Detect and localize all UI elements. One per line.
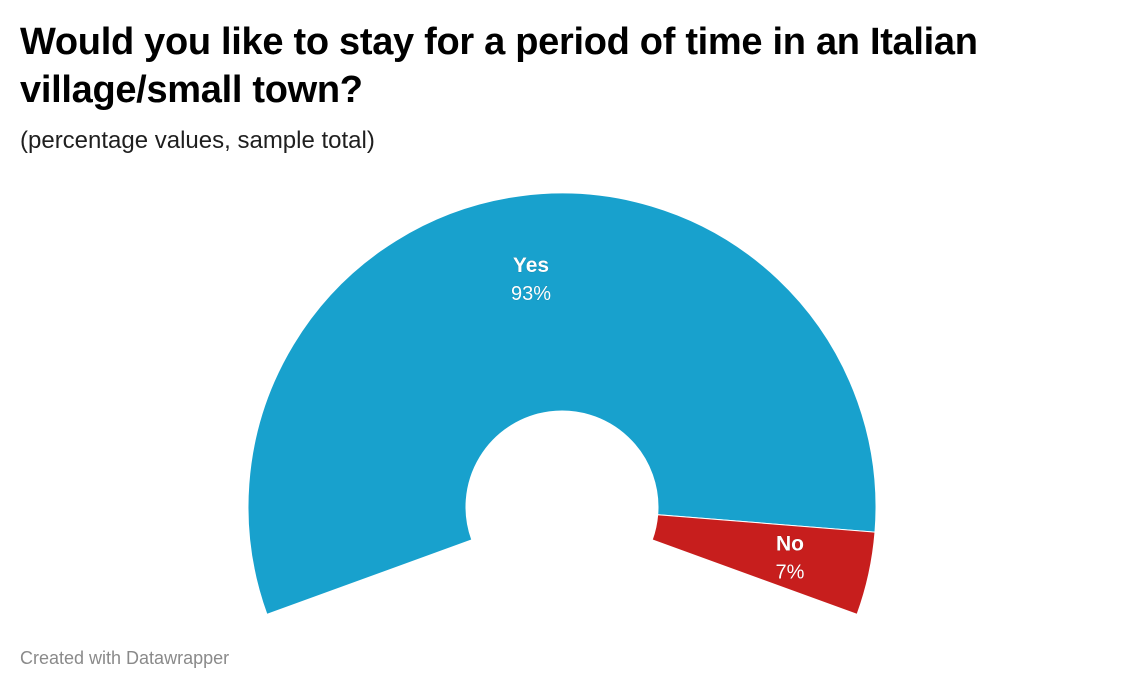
datawrapper-credit: Created with Datawrapper <box>20 648 230 668</box>
slice-value-no: 7% <box>776 562 805 584</box>
slice-label-yes: Yes <box>513 254 549 277</box>
chart-title: Would you like to stay for a period of t… <box>20 21 978 111</box>
chart-subtitle: (percentage values, sample total) <box>20 127 375 154</box>
slice-value-yes: 93% <box>511 283 551 305</box>
slice-labels: Yes 93% No 7% <box>511 254 805 584</box>
chart-header: Would you like to stay for a period of t… <box>20 18 1110 156</box>
slice-no <box>651 514 876 616</box>
slice-label-no: No <box>776 533 804 556</box>
slice-yes <box>247 192 877 616</box>
